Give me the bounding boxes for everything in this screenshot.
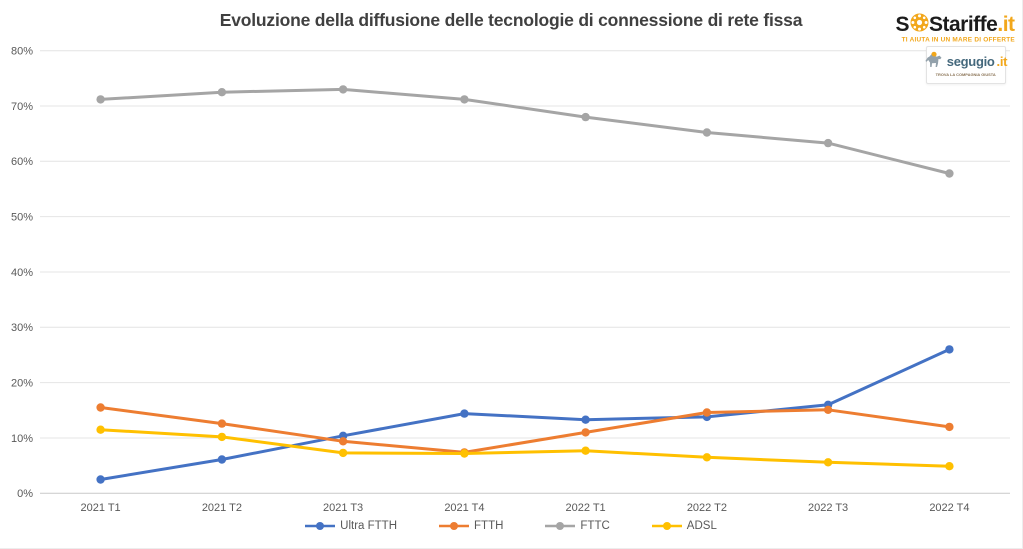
legend-marker-ftth — [439, 522, 470, 530]
legend-label-fttc: FTTC — [580, 520, 610, 532]
y-tick-label: 60% — [11, 156, 33, 168]
sostariffe-logo: S Stariffe .it TI AIUTA IN UN MARE DI — [895, 13, 1015, 44]
legend-marker-fttc — [545, 522, 576, 530]
legend-item-adsl: ADSL — [651, 520, 717, 532]
series-fttc-point — [460, 95, 469, 104]
series-ftth-point — [702, 408, 712, 417]
y-tick-label: 80% — [11, 46, 33, 58]
x-tick-label: 2021 T3 — [323, 502, 363, 514]
series-ultra-ftth-point — [460, 409, 469, 418]
series-adsl-point — [702, 453, 712, 462]
legend-item-fttc: FTTC — [545, 520, 610, 532]
series-adsl — [96, 425, 954, 471]
x-tick-label: 2021 T2 — [202, 502, 242, 514]
segugio-logo-suffix: .it — [996, 53, 1008, 69]
series-ultra-ftth-point — [217, 455, 227, 464]
legend-marker-adsl — [651, 522, 682, 530]
y-gridlines — [40, 50, 1010, 494]
series-fttc — [96, 85, 954, 178]
y-tick-label: 20% — [11, 377, 33, 389]
series-fttc-point — [338, 85, 348, 94]
series-adsl-point — [581, 446, 590, 455]
y-tick-label: 10% — [11, 433, 33, 445]
series-adsl-point — [945, 462, 954, 471]
legend-label-ftth: FTTH — [474, 520, 504, 532]
x-tick-label: 2022 T1 — [566, 502, 606, 514]
y-axis-tick-labels: 0% 10% 20% 30% 40% 50% 60% 70% 80% — [11, 46, 33, 501]
series-ultra-ftth-point — [945, 345, 954, 354]
series-ultra-ftth-point — [96, 475, 105, 484]
series-adsl-point — [96, 425, 105, 434]
x-tick-label: 2021 T4 — [444, 502, 484, 514]
x-tick-label: 2021 T1 — [81, 502, 121, 514]
series-ultra-ftth-line — [99, 347, 951, 481]
sostariffe-tagline: TI AIUTA IN UN MARE DI OFFERTE — [901, 37, 1015, 44]
x-axis-tick-labels: 2021 T1 2021 T2 2021 T3 2021 T4 2022 T1 2022 … — [81, 502, 970, 514]
series-ftth — [96, 403, 954, 457]
series-adsl-point — [217, 432, 227, 442]
x-tick-label: 2022 T4 — [929, 502, 969, 514]
legend-marker-ultra-ftth — [305, 522, 336, 530]
segugio-tagline: TROVA LA COMPAGNIA GIUSTA — [935, 72, 997, 77]
series-fttc-point — [581, 112, 590, 122]
sostariffe-logo-middle: Stariffe — [929, 13, 998, 36]
y-tick-label: 0% — [17, 488, 33, 500]
y-tick-label: 50% — [11, 211, 33, 223]
series-fttc-point — [945, 169, 954, 178]
series-fttc-line — [99, 87, 951, 175]
series-ftth-point — [96, 403, 105, 412]
series-ftth-point — [581, 428, 590, 437]
series-fttc-point — [823, 138, 833, 148]
series-adsl-point — [823, 458, 833, 467]
series-adsl-line — [99, 428, 951, 468]
series-ftth-point — [338, 437, 348, 446]
legend-label-adsl: ADSL — [686, 520, 717, 532]
series-fttc-point — [96, 95, 105, 104]
series-ftth-point — [945, 422, 954, 432]
x-tick-label: 2022 T3 — [808, 502, 848, 514]
series-ftth-point — [823, 405, 833, 414]
sostariffe-logo-prefix: S — [895, 13, 909, 36]
series-ftth-point — [217, 419, 227, 428]
legend-label-ultra-ftth: Ultra FTTH — [340, 520, 398, 532]
x-tick-label: 2022 T2 — [687, 502, 727, 514]
legend-item-ftth: FTTH — [439, 520, 503, 532]
lifebuoy-icon — [910, 13, 929, 36]
legend-item-ultra-ftth: Ultra FTTH — [305, 520, 397, 532]
series-fttc-point — [702, 128, 712, 137]
series-ftth-line — [99, 406, 951, 454]
series-ultra-ftth-point — [581, 415, 590, 424]
segugio-dog-icon — [925, 51, 945, 72]
y-tick-label: 40% — [11, 267, 33, 279]
y-tick-label: 70% — [11, 101, 33, 113]
segugio-logo: segugio .it TROVA LA COMPAGNIA GIUSTA — [925, 46, 1008, 84]
series-adsl-point — [338, 448, 348, 458]
sostariffe-logo-suffix: .it — [997, 13, 1015, 36]
series-fttc-point — [217, 88, 227, 97]
segugio-logo-name: segugio — [946, 53, 995, 69]
chart-title: Evoluzione della diffusione delle tecnol… — [219, 10, 803, 30]
y-tick-label: 30% — [11, 322, 33, 334]
chart-legend: Ultra FTTH FTTH FTTC ADSL — [0, 520, 1022, 532]
series-adsl-point — [460, 449, 469, 458]
